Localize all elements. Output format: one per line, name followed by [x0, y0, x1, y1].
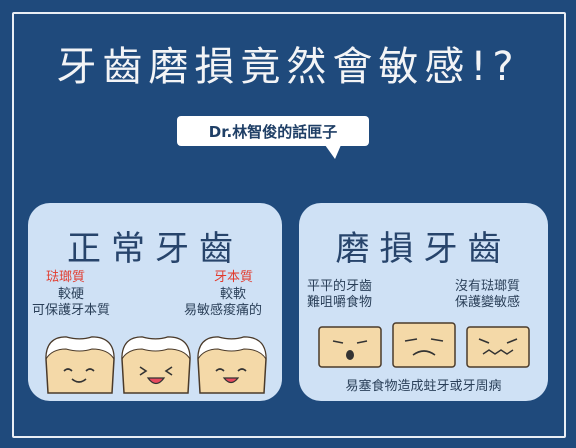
dentin-label: 牙本質	[214, 270, 254, 285]
dentin-desc-sensitive: 易敏感痠痛的	[184, 303, 263, 318]
normal-teeth-title: 正常牙齒	[67, 229, 243, 269]
normal-teeth-card: 正常牙齒 琺瑯質 較硬 可保護牙本質 牙本質 較軟 易敏感痠痛的	[28, 203, 282, 401]
page-title: 牙齒磨損竟然會敏感!?	[56, 44, 520, 90]
speech-bubble-tail	[325, 145, 341, 159]
author-speech-bubble: Dr.林智俊的話匣子	[177, 116, 369, 146]
worn-tooth-1	[318, 326, 382, 368]
no-enamel-desc-1: 沒有琺瑯質	[455, 279, 521, 294]
enamel-label: 琺瑯質	[46, 270, 86, 285]
worn-tooth-2	[392, 322, 456, 368]
tooth-3-enamel	[197, 336, 267, 361]
flat-teeth-desc-1: 平平的牙齒	[307, 279, 373, 294]
dentin-desc-soft: 較軟	[220, 287, 247, 302]
worn-teeth-caption: 易塞食物造成蛀牙或牙周病	[345, 379, 502, 394]
flat-teeth-desc-2: 難咀嚼食物	[307, 295, 373, 310]
tooth-1-enamel	[45, 336, 115, 361]
enamel-desc-protect: 可保護牙本質	[32, 303, 111, 318]
worn-tooth-3	[466, 326, 530, 368]
normal-teeth-illustration	[45, 336, 267, 394]
worn-teeth-card: 磨損牙齒 平平的牙齒 難咀嚼食物 沒有琺瑯質 保護變敏感 易塞食物造成蛀牙或牙周…	[299, 203, 548, 401]
worn-teeth-title: 磨損牙齒	[335, 229, 512, 269]
enamel-desc-hard: 較硬	[58, 287, 85, 302]
tooth-2-enamel	[121, 336, 191, 361]
no-enamel-desc-2: 保護變敏感	[455, 295, 521, 310]
border-frame	[12, 12, 566, 438]
worn-teeth-illustration	[318, 322, 530, 368]
